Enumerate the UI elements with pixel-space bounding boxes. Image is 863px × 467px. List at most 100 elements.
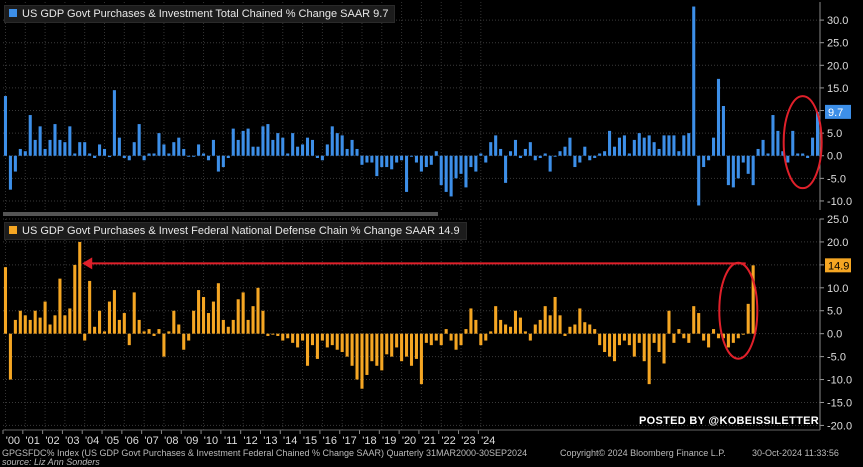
top-bar — [811, 137, 815, 156]
top-bar — [192, 155, 196, 157]
footer-index-line: GPGSFDC% Index (US GDP Govt Purchases & … — [2, 448, 528, 458]
bottom-ytick-label: -15.0 — [827, 397, 852, 409]
top-bar — [330, 126, 334, 156]
bottom-bar — [28, 319, 32, 334]
bottom-bar — [464, 329, 468, 334]
top-bar — [603, 151, 607, 156]
top-bar — [68, 126, 72, 156]
top-bar — [365, 155, 369, 163]
top-last-value-tag — [825, 104, 851, 119]
top-bar — [647, 135, 651, 156]
top-bar — [424, 155, 428, 168]
top-bar — [523, 148, 527, 156]
xtick-label: '14 — [283, 435, 297, 447]
top-bar — [142, 155, 146, 161]
bottom-bar — [612, 333, 617, 362]
top-bar — [479, 153, 483, 156]
bottom-bar — [296, 333, 300, 348]
bottom-ytick-label: 10.0 — [827, 283, 848, 295]
top-bar — [588, 155, 592, 161]
xtick-label: '19 — [382, 435, 396, 447]
top-bar — [335, 133, 339, 156]
bottom-bar — [662, 333, 666, 364]
bottom-bar — [578, 308, 582, 334]
bottom-bar — [439, 333, 443, 346]
bottom-bar — [73, 264, 77, 334]
bottom-bar — [677, 329, 681, 334]
top-bar — [568, 137, 572, 156]
bottom-bar — [479, 333, 483, 346]
bottom-bar — [370, 333, 374, 362]
bottom-bar — [365, 333, 369, 375]
top-bar — [622, 135, 626, 156]
top-bar — [494, 135, 498, 156]
xtick-label: '12 — [243, 435, 257, 447]
bottom-bar — [48, 324, 52, 334]
bottom-legend-swatch — [9, 226, 17, 234]
bottom-bar — [598, 333, 602, 346]
top-bar — [612, 146, 617, 156]
bottom-bar — [18, 310, 22, 334]
top-ytick-label: 30.0 — [827, 15, 848, 27]
bottom-bar — [603, 333, 607, 353]
bottom-bar — [98, 310, 102, 334]
top-bar — [617, 137, 621, 156]
top-bar — [276, 133, 280, 156]
top-bar — [117, 137, 121, 156]
xtick-label: '01 — [26, 435, 40, 447]
top-ytick-label: 25.0 — [827, 38, 848, 50]
bottom-bar — [325, 333, 329, 348]
bottom-bar — [474, 319, 478, 334]
top-bar — [261, 126, 265, 156]
bottom-bar — [583, 322, 587, 334]
footer-copyright: Copyright© 2024 Bloomberg Finance L.P. — [560, 448, 726, 458]
top-bar — [93, 155, 97, 158]
bottom-bar — [226, 326, 230, 334]
top-bar — [187, 155, 191, 157]
bottom-bar — [88, 280, 92, 334]
bottom-bar — [320, 333, 324, 341]
bottom-bar — [221, 319, 225, 334]
top-bar — [221, 155, 225, 168]
xtick-label: '21 — [422, 435, 436, 447]
top-bar — [177, 137, 181, 156]
bottom-bar — [712, 329, 716, 334]
top-bar — [98, 144, 102, 156]
bottom-bar — [380, 333, 384, 371]
bottom-bar — [409, 333, 414, 366]
top-bar — [627, 153, 631, 156]
top-bar — [721, 106, 725, 156]
bottom-bar — [449, 333, 453, 341]
bottom-bar — [499, 319, 503, 334]
bottom-bar — [518, 317, 522, 334]
bottom-bar — [731, 333, 735, 343]
xtick-label: '02 — [45, 435, 59, 447]
bottom-bar — [736, 333, 740, 339]
top-bar — [489, 142, 493, 156]
top-bar — [508, 151, 513, 156]
top-bar — [231, 128, 235, 156]
top-bar — [325, 144, 329, 156]
top-bar — [716, 78, 721, 156]
bottom-bar — [330, 333, 334, 346]
top-bar — [157, 133, 161, 156]
top-bar — [756, 148, 760, 156]
top-bar — [305, 137, 310, 156]
bottom-bar — [429, 333, 433, 346]
top-bar — [236, 139, 240, 156]
top-bar — [301, 144, 305, 156]
bottom-bar — [553, 296, 557, 334]
bottom-bar — [687, 333, 691, 343]
bottom-bar — [202, 296, 206, 334]
bottom-ytick-label: 0.0 — [827, 329, 842, 341]
top-bar — [152, 153, 156, 156]
bottom-bar — [395, 333, 399, 348]
top-bar — [246, 128, 250, 156]
top-bar — [202, 153, 206, 156]
top-bar — [766, 153, 770, 156]
xtick-label: '07 — [144, 435, 158, 447]
bottom-bar — [424, 333, 428, 343]
xtick-label: '03 — [65, 435, 79, 447]
bottom-bar — [504, 324, 508, 334]
top-bar — [286, 153, 290, 156]
